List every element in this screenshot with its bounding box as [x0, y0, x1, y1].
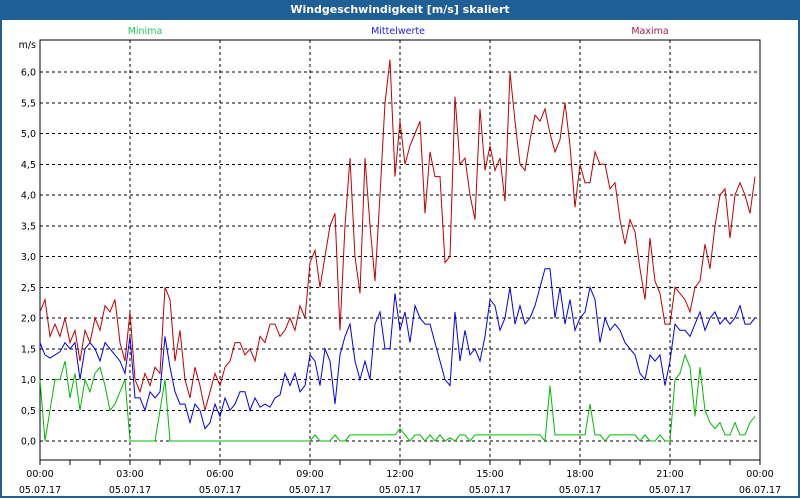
x-tick-time-label: 06:00 — [206, 469, 233, 480]
series-line-mittelwerte — [39, 268, 756, 430]
series-line-minima — [39, 353, 756, 443]
legend-minima: Minima — [128, 26, 163, 37]
window-title: Windgeschwindigkeit [m/s] skaliert — [0, 0, 800, 20]
y-tick-label: 3,0 — [21, 252, 36, 263]
y-axis-unit-label: m/s — [19, 40, 36, 51]
x-tick-date-label: 05.07.17 — [379, 485, 421, 496]
y-tick-label: 4,5 — [21, 160, 36, 171]
plot-frame — [39, 39, 761, 461]
y-tick-label: 2,0 — [21, 314, 36, 325]
y-tick-label: 2,5 — [21, 283, 36, 294]
series-line-maxima — [39, 59, 756, 411]
y-tick-label: 5,5 — [21, 98, 36, 109]
x-tick-time-label: 15:00 — [476, 469, 503, 480]
x-tick-date-label: 05.07.17 — [199, 485, 241, 496]
x-tick-time-label: 09:00 — [296, 469, 323, 480]
x-tick-date-label: 05.07.17 — [289, 485, 331, 496]
x-tick-date-label: 05.07.17 — [19, 485, 61, 496]
x-tick-date-label: 05.07.17 — [559, 485, 601, 496]
y-tick-label: 6,0 — [21, 68, 36, 79]
x-tick-date-label: 05.07.17 — [649, 485, 691, 496]
x-tick-time-label: 00:00 — [746, 469, 773, 480]
legend-mittelwerte: Mittelwerte — [371, 26, 425, 37]
y-tick-label: 0,5 — [21, 406, 36, 417]
legend-maxima: Maxima — [631, 26, 668, 37]
y-tick-label: 0,0 — [21, 437, 36, 448]
x-tick-time-label: 21:00 — [656, 469, 683, 480]
y-tick-label: 5,0 — [21, 129, 36, 140]
x-tick-date-label: 05.07.17 — [469, 485, 511, 496]
x-tick-date-label: 05.07.17 — [109, 485, 151, 496]
x-tick-time-label: 00:00 — [26, 469, 53, 480]
x-tick-date-label: 06.07.17 — [739, 485, 781, 496]
x-tick-time-label: 12:00 — [386, 469, 413, 480]
y-tick-label: 3,5 — [21, 221, 36, 232]
x-tick-time-label: 18:00 — [566, 469, 593, 480]
y-tick-label: 4,0 — [21, 191, 36, 202]
y-tick-label: 1,5 — [21, 344, 36, 355]
y-tick-label: 1,0 — [21, 375, 36, 386]
x-tick-time-label: 03:00 — [116, 469, 143, 480]
